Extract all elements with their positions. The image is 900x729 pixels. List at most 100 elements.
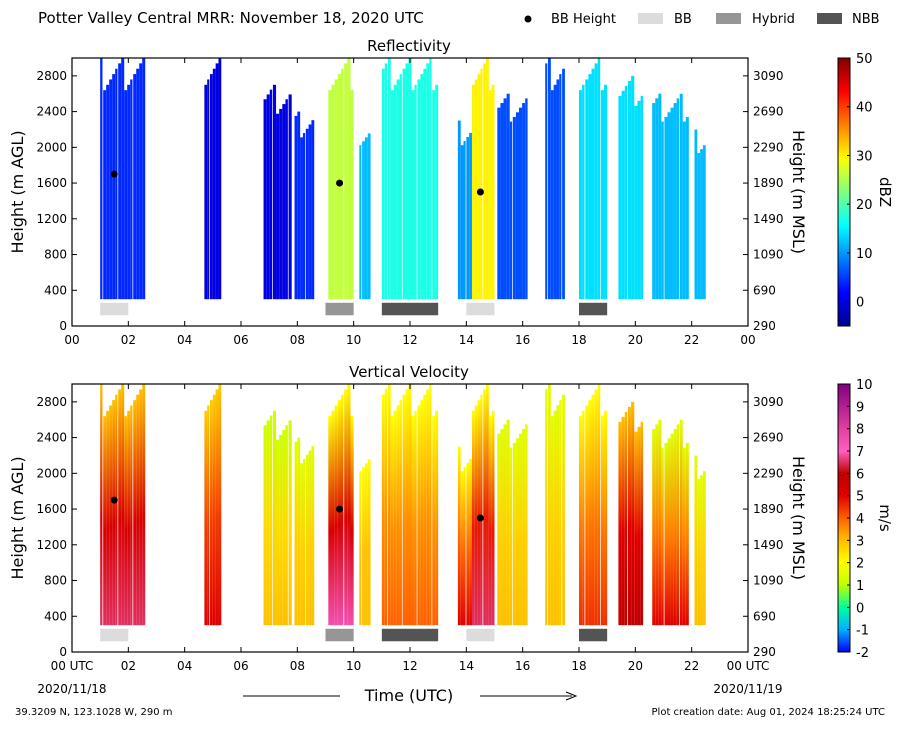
- precip-strip: [588, 400, 592, 626]
- precip-strip: [414, 410, 417, 626]
- y-tick-label: 0: [59, 319, 67, 333]
- precip-strip: [480, 68, 483, 300]
- precip-strip: [667, 112, 671, 300]
- precip-strip: [429, 384, 432, 626]
- precip-strip: [435, 410, 439, 626]
- precip-strip: [509, 447, 513, 626]
- y-tick-label: 1600: [36, 176, 67, 190]
- legend-nbb-label: NBB: [852, 12, 880, 27]
- precip-strip: [694, 129, 698, 300]
- precip-strip: [694, 455, 698, 626]
- precip-strip: [381, 68, 385, 300]
- precip-strip: [582, 410, 585, 626]
- precip-strip: [396, 405, 400, 626]
- precip-strip: [405, 389, 409, 626]
- precip-strip: [381, 394, 385, 626]
- precip-strip: [679, 419, 683, 626]
- precip-strip: [702, 145, 706, 300]
- precip-strip: [215, 63, 219, 300]
- precip-strip: [305, 454, 309, 626]
- velocity-panel: Vertical Velocity 00 UTC 02 04 06 08 10 12 14 16…: [8, 363, 894, 673]
- figure-title: Potter Valley Central MRR: November 18, …: [38, 9, 424, 27]
- bb-height-point: [476, 188, 484, 196]
- precip-strip: [100, 384, 103, 626]
- precip-strip: [118, 389, 122, 626]
- reflectivity-axes: 00 02 04 06 08 10 12 14 16 18 20 22 0004008001200160…: [36, 58, 784, 347]
- x-tick-label: 18: [571, 659, 586, 673]
- precip-strip: [471, 84, 475, 300]
- precip-strip: [685, 442, 689, 626]
- precip-strip: [300, 463, 303, 626]
- y-tick-label: 1200: [36, 212, 67, 226]
- precip-strip: [670, 107, 674, 300]
- precip-strip: [594, 63, 598, 300]
- precip-strip: [655, 98, 659, 300]
- bb-period-bar: [381, 628, 439, 642]
- precip-strip: [600, 90, 605, 300]
- precip-strip: [503, 424, 507, 626]
- y-tick-label: 2400: [36, 105, 67, 119]
- colorbar-tick-label: 7: [856, 445, 864, 460]
- precip-strip: [497, 107, 501, 300]
- precip-strip: [109, 79, 113, 300]
- precip-strip: [390, 416, 394, 626]
- precip-strip: [591, 68, 595, 300]
- bb-period-bar: [100, 628, 129, 642]
- velocity-ylabel-right: Height (m MSL): [789, 456, 808, 580]
- y-tick-label-right: 2290: [753, 466, 784, 480]
- precip-strip: [429, 58, 432, 300]
- precip-strip: [673, 429, 677, 626]
- precip-strip: [399, 400, 402, 626]
- precip-strip: [627, 80, 632, 300]
- x-tick-label: 14: [459, 659, 474, 673]
- precip-strip: [682, 121, 686, 300]
- precip-strip: [331, 410, 335, 626]
- bb-height-point: [336, 179, 344, 187]
- precip-strip: [362, 467, 365, 626]
- precip-strip: [682, 447, 686, 626]
- precip-strip: [414, 84, 417, 300]
- precip-strip: [411, 416, 415, 626]
- precip-strip: [503, 98, 507, 300]
- reflectivity-colorbar-label: dBZ: [876, 177, 894, 207]
- precip-strip: [387, 384, 391, 626]
- precip-strip: [483, 63, 487, 300]
- precip-strip: [130, 79, 133, 300]
- precip-strip: [115, 394, 118, 626]
- precip-strip: [463, 141, 466, 300]
- precip-strip: [515, 438, 520, 626]
- precip-strip: [658, 93, 662, 300]
- colorbar-tick-label: 50: [856, 52, 873, 67]
- colorbar-tick-label: 10: [856, 378, 873, 393]
- y-tick-label-right: 690: [753, 609, 776, 623]
- precip-strip: [700, 149, 703, 300]
- y-tick-label-right: 2690: [753, 105, 784, 119]
- x-tick-label: 08: [290, 333, 305, 347]
- reflectivity-data: [100, 58, 706, 316]
- precip-strip: [276, 439, 280, 626]
- precip-strip: [121, 58, 125, 300]
- precip-strip: [115, 68, 118, 300]
- precip-strip: [631, 75, 635, 300]
- precip-strip: [411, 90, 415, 300]
- precip-strip: [390, 90, 394, 300]
- x-tick-label: 16: [515, 659, 530, 673]
- x-tick-label: 00 UTC: [51, 659, 94, 673]
- precip-strip: [420, 400, 424, 626]
- precip-strip: [426, 63, 430, 300]
- reflectivity-ylabel-right: Height (m MSL): [789, 130, 808, 254]
- x-axis-arrow-head: [565, 691, 578, 701]
- x-tick-label: 20: [628, 333, 643, 347]
- precip-strip: [548, 384, 551, 626]
- precip-strip: [658, 419, 662, 626]
- precip-strip: [218, 58, 222, 300]
- precip-strip: [506, 419, 510, 626]
- y-tick-label-right: 1890: [753, 502, 784, 516]
- precip-strip: [676, 424, 679, 626]
- precip-strip: [328, 416, 332, 626]
- legend-bb-height-marker: [524, 15, 532, 23]
- precip-strip: [282, 430, 286, 626]
- x-tick-label: 04: [177, 333, 192, 347]
- precip-strip: [308, 124, 312, 300]
- precip-strip: [702, 471, 706, 626]
